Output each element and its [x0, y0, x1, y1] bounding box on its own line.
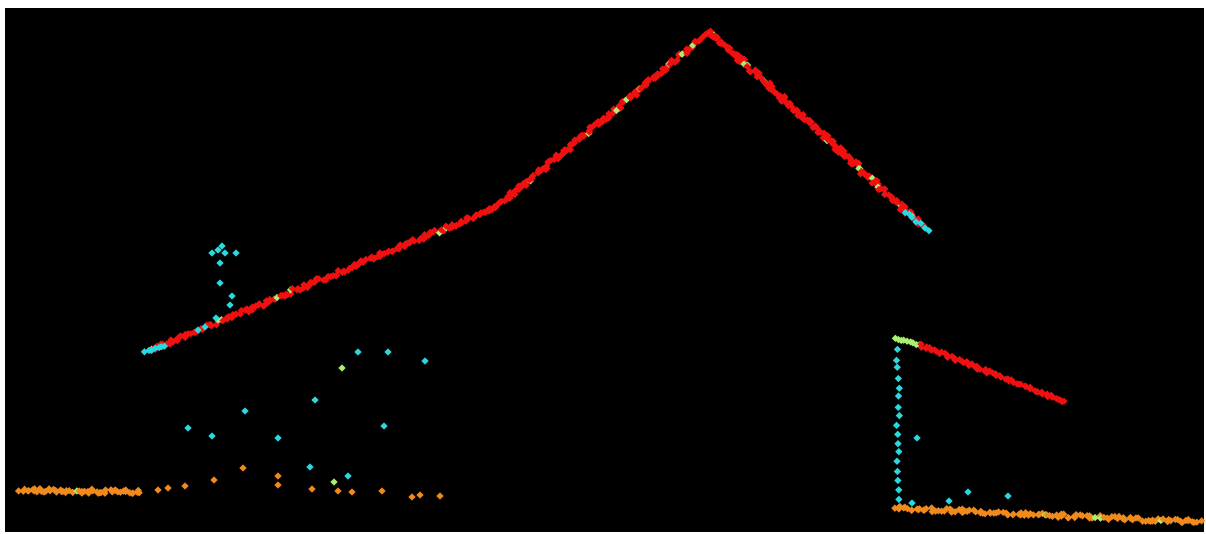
- page: Point cloud {} html, body { margin: 0; p…: [0, 0, 1206, 534]
- page-body: (() => { const g = document.getElementBy…: [0, 0, 1206, 534]
- viewport-background: [5, 8, 1204, 532]
- point-cloud-view: [0, 0, 1206, 534]
